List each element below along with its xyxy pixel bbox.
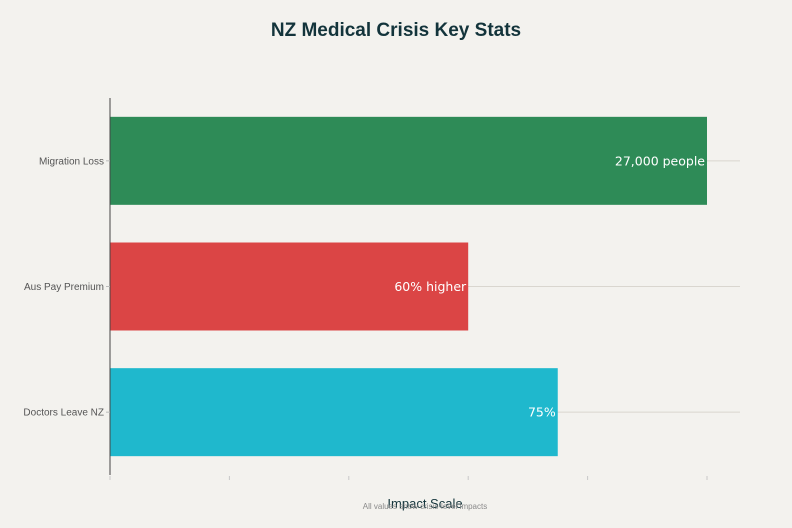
data-label: 60% higher [394, 279, 467, 294]
bar-doctors-leave-nz [110, 368, 558, 457]
category-label: Migration Loss [39, 156, 104, 167]
category-label: Aus Pay Premium [24, 282, 104, 293]
bar-aus-pay-premium [110, 242, 469, 331]
chart-subtitle: All values show crisis-level impacts [363, 502, 487, 511]
x-axis-label: Impact Scale [387, 496, 462, 511]
data-label: 27,000 people [615, 153, 705, 168]
data-label: 75% [528, 405, 556, 420]
category-label: Doctors Leave NZ [23, 408, 104, 419]
bar-migration-loss [110, 116, 707, 205]
chart-title: NZ Medical Crisis Key Stats [270, 20, 522, 41]
